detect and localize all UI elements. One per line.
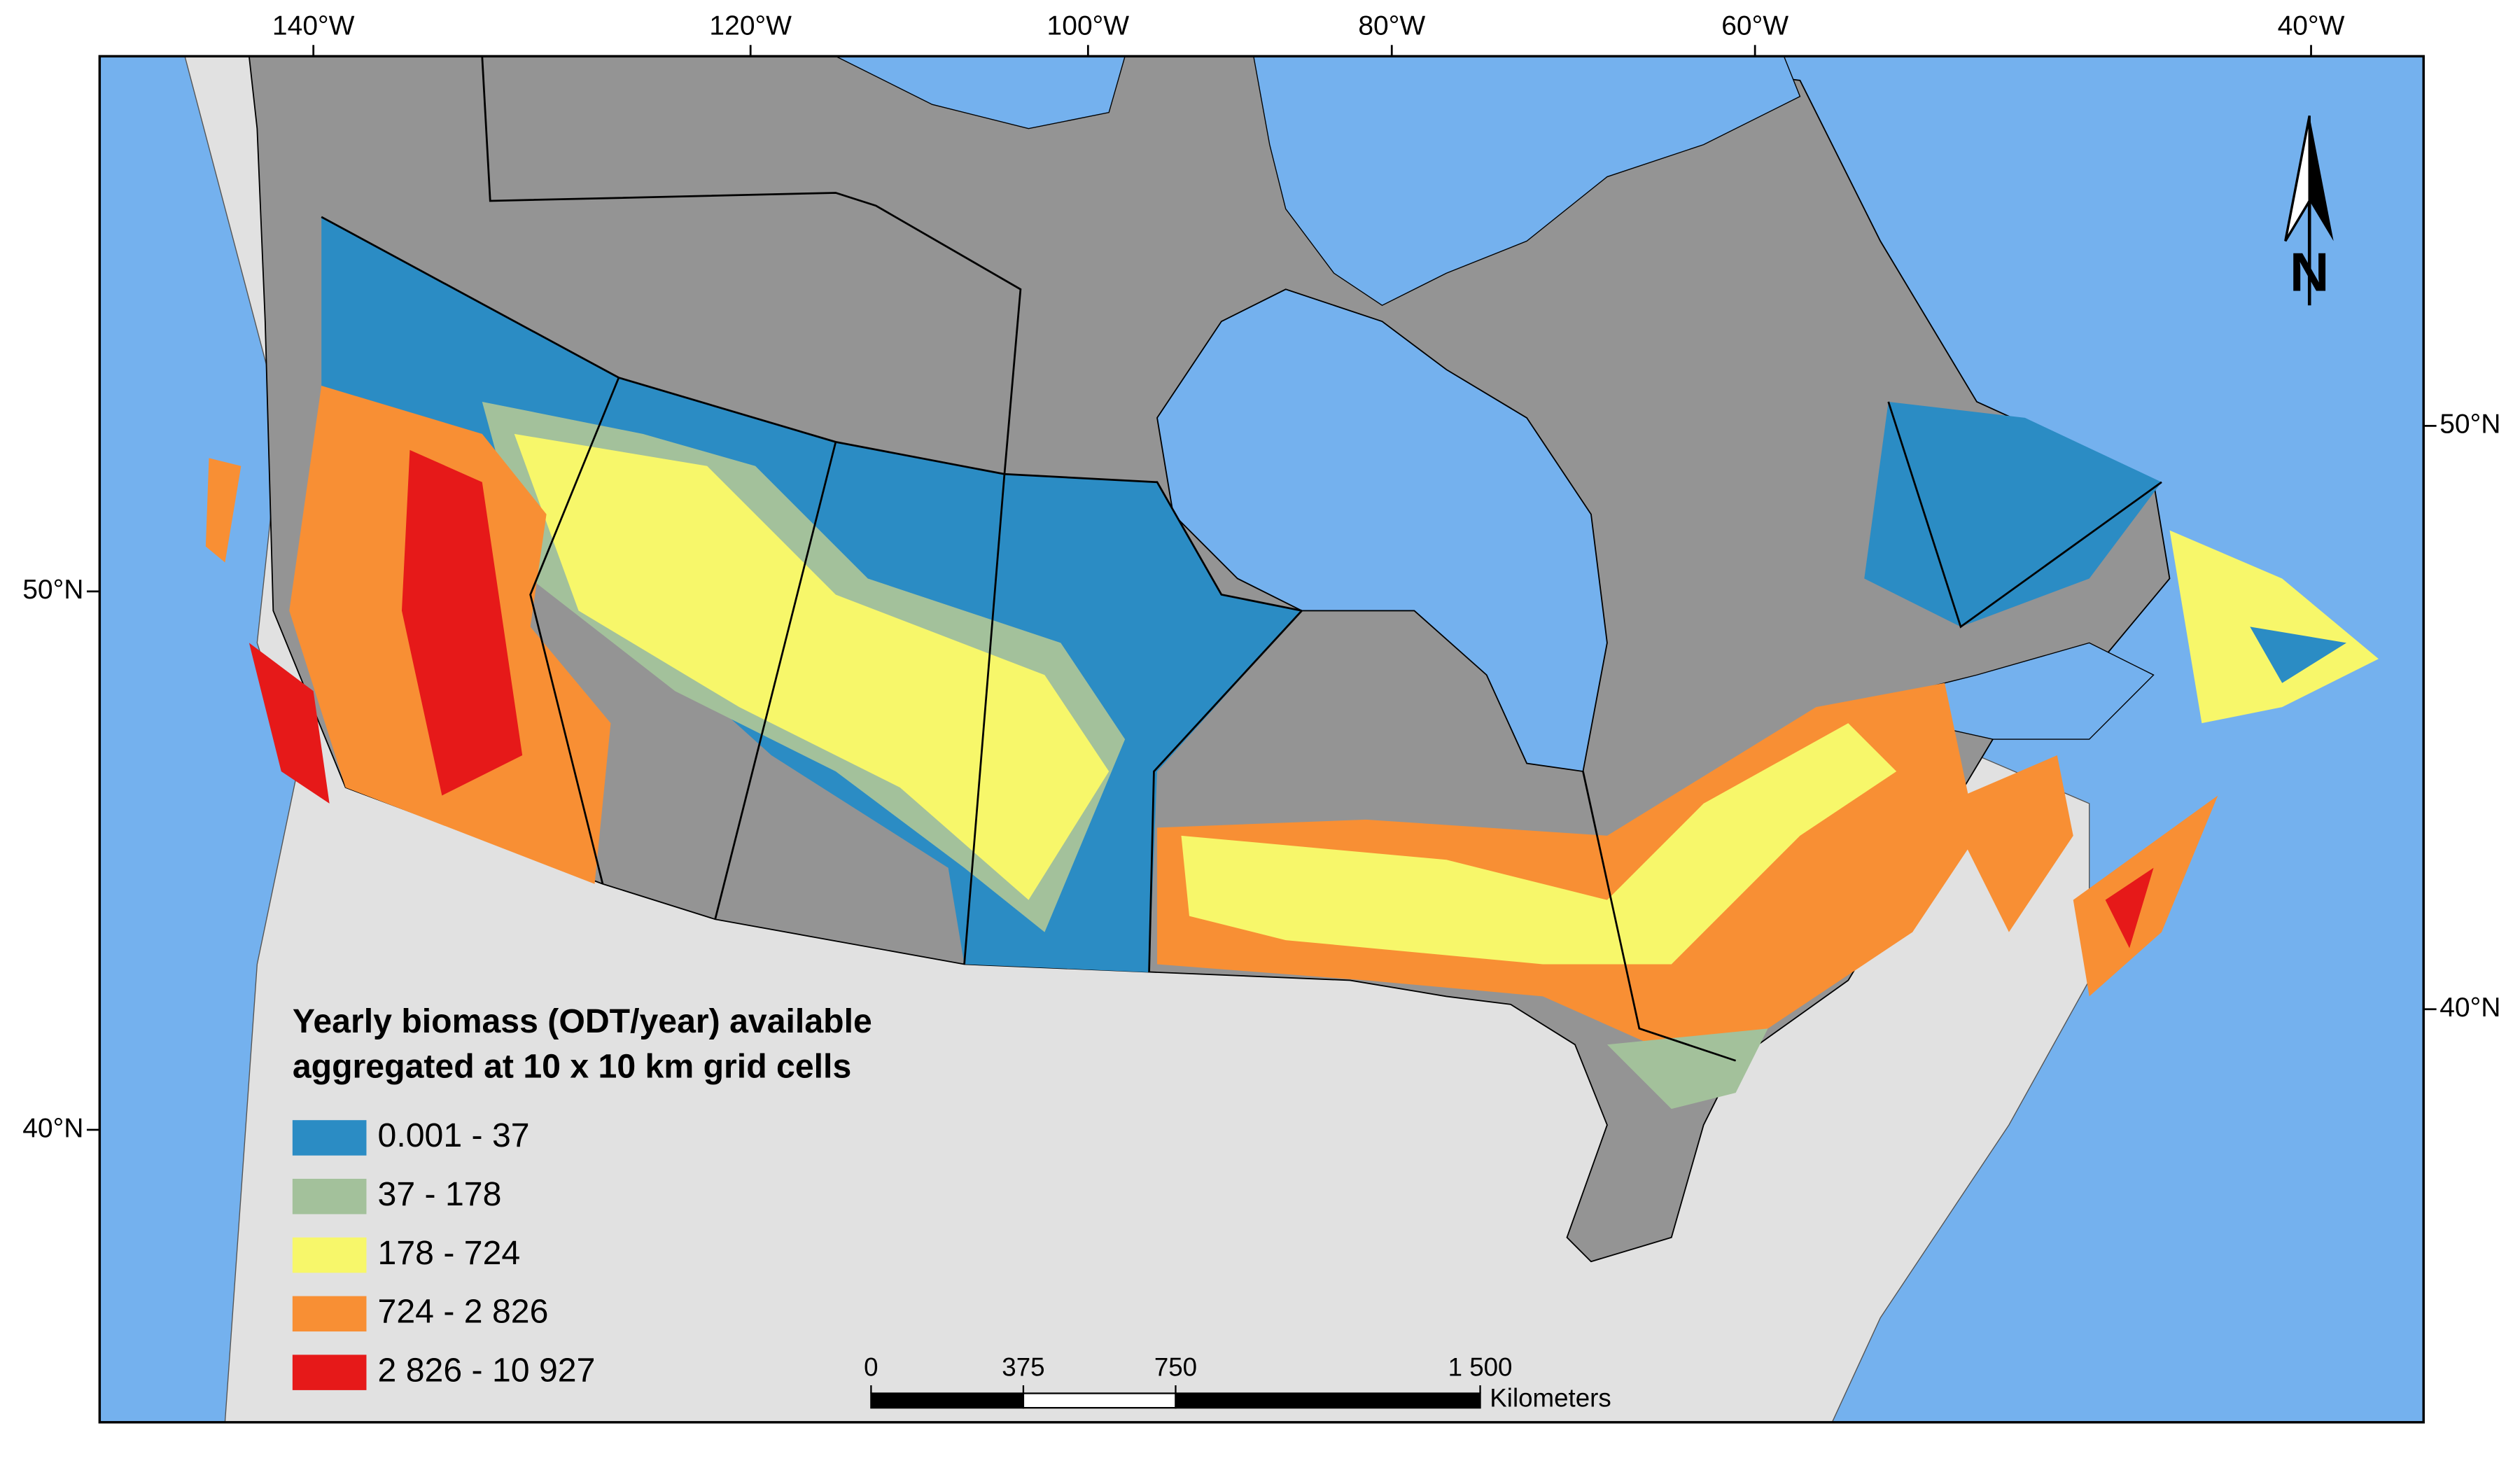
biomass-zone — [401, 449, 523, 796]
longitude-label: 80°W — [1358, 10, 1425, 41]
legend-label: 0.001 - 37 — [378, 1116, 530, 1154]
biomass-zone — [2169, 530, 2379, 724]
province-border — [529, 377, 620, 885]
province-border — [1582, 771, 1737, 1062]
biomass-zone — [205, 458, 241, 563]
scale-label: 1 500 — [1448, 1353, 1513, 1382]
legend-swatch — [292, 1237, 367, 1273]
longitude-label: 60°W — [1721, 10, 1788, 41]
biomass-zone — [1945, 755, 2073, 932]
province-border — [481, 56, 1022, 475]
latitude-label: 40°N — [2440, 993, 2500, 1023]
scale-segment — [1175, 1392, 1481, 1409]
biomass-zone — [1864, 401, 2162, 627]
frame — [98, 55, 2425, 1424]
latitude-label: 50°N — [2440, 410, 2500, 440]
arctic-water — [1252, 55, 1801, 307]
legend-title: Yearly biomass (ODT/year) available — [293, 1002, 872, 1040]
biomass-zone — [1606, 1028, 1768, 1110]
legend-swatch — [292, 1120, 367, 1156]
longitude-label: 120°W — [709, 10, 792, 41]
biomass-zone — [2250, 626, 2347, 683]
scale-label: 0 — [864, 1353, 878, 1382]
biomass-zone — [2073, 795, 2218, 997]
scale-label: 375 — [1002, 1353, 1044, 1382]
longitude-label: 40°W — [2278, 10, 2345, 41]
longitude-label: 140°W — [272, 10, 355, 41]
legend-label: 178 - 724 — [378, 1234, 521, 1272]
scale-label: 750 — [1154, 1353, 1197, 1382]
biomass-zone — [2105, 867, 2154, 948]
legend-swatch — [292, 1178, 367, 1214]
hudson-bay — [1156, 288, 1608, 773]
legend-title: aggregated at 10 x 10 km grid cells — [293, 1047, 851, 1085]
scale-unit: Kilometers — [1490, 1383, 1611, 1412]
biomass-zone — [514, 433, 1110, 900]
longitude-label: 100°W — [1047, 10, 1130, 41]
map-frame — [99, 55, 2424, 1423]
scale-segment — [1022, 1392, 1177, 1409]
province-border — [1887, 401, 2162, 629]
latitude-label: 40°N — [22, 1113, 83, 1143]
province-border — [1148, 610, 1303, 973]
province-border — [714, 442, 837, 920]
biomass-zone — [1181, 723, 1897, 965]
latitude-label: 50°N — [22, 575, 83, 605]
legend-label: 2 826 - 10 927 — [378, 1351, 596, 1389]
legend-label: 724 - 2 826 — [378, 1293, 549, 1331]
province-border — [963, 474, 1006, 965]
north-label: N — [2290, 241, 2329, 303]
legend-swatch — [292, 1296, 367, 1332]
scale-segment — [870, 1392, 1025, 1409]
biomass-zone — [248, 643, 330, 804]
legend-label: 37 - 178 — [378, 1175, 502, 1213]
legend-swatch — [292, 1354, 367, 1390]
